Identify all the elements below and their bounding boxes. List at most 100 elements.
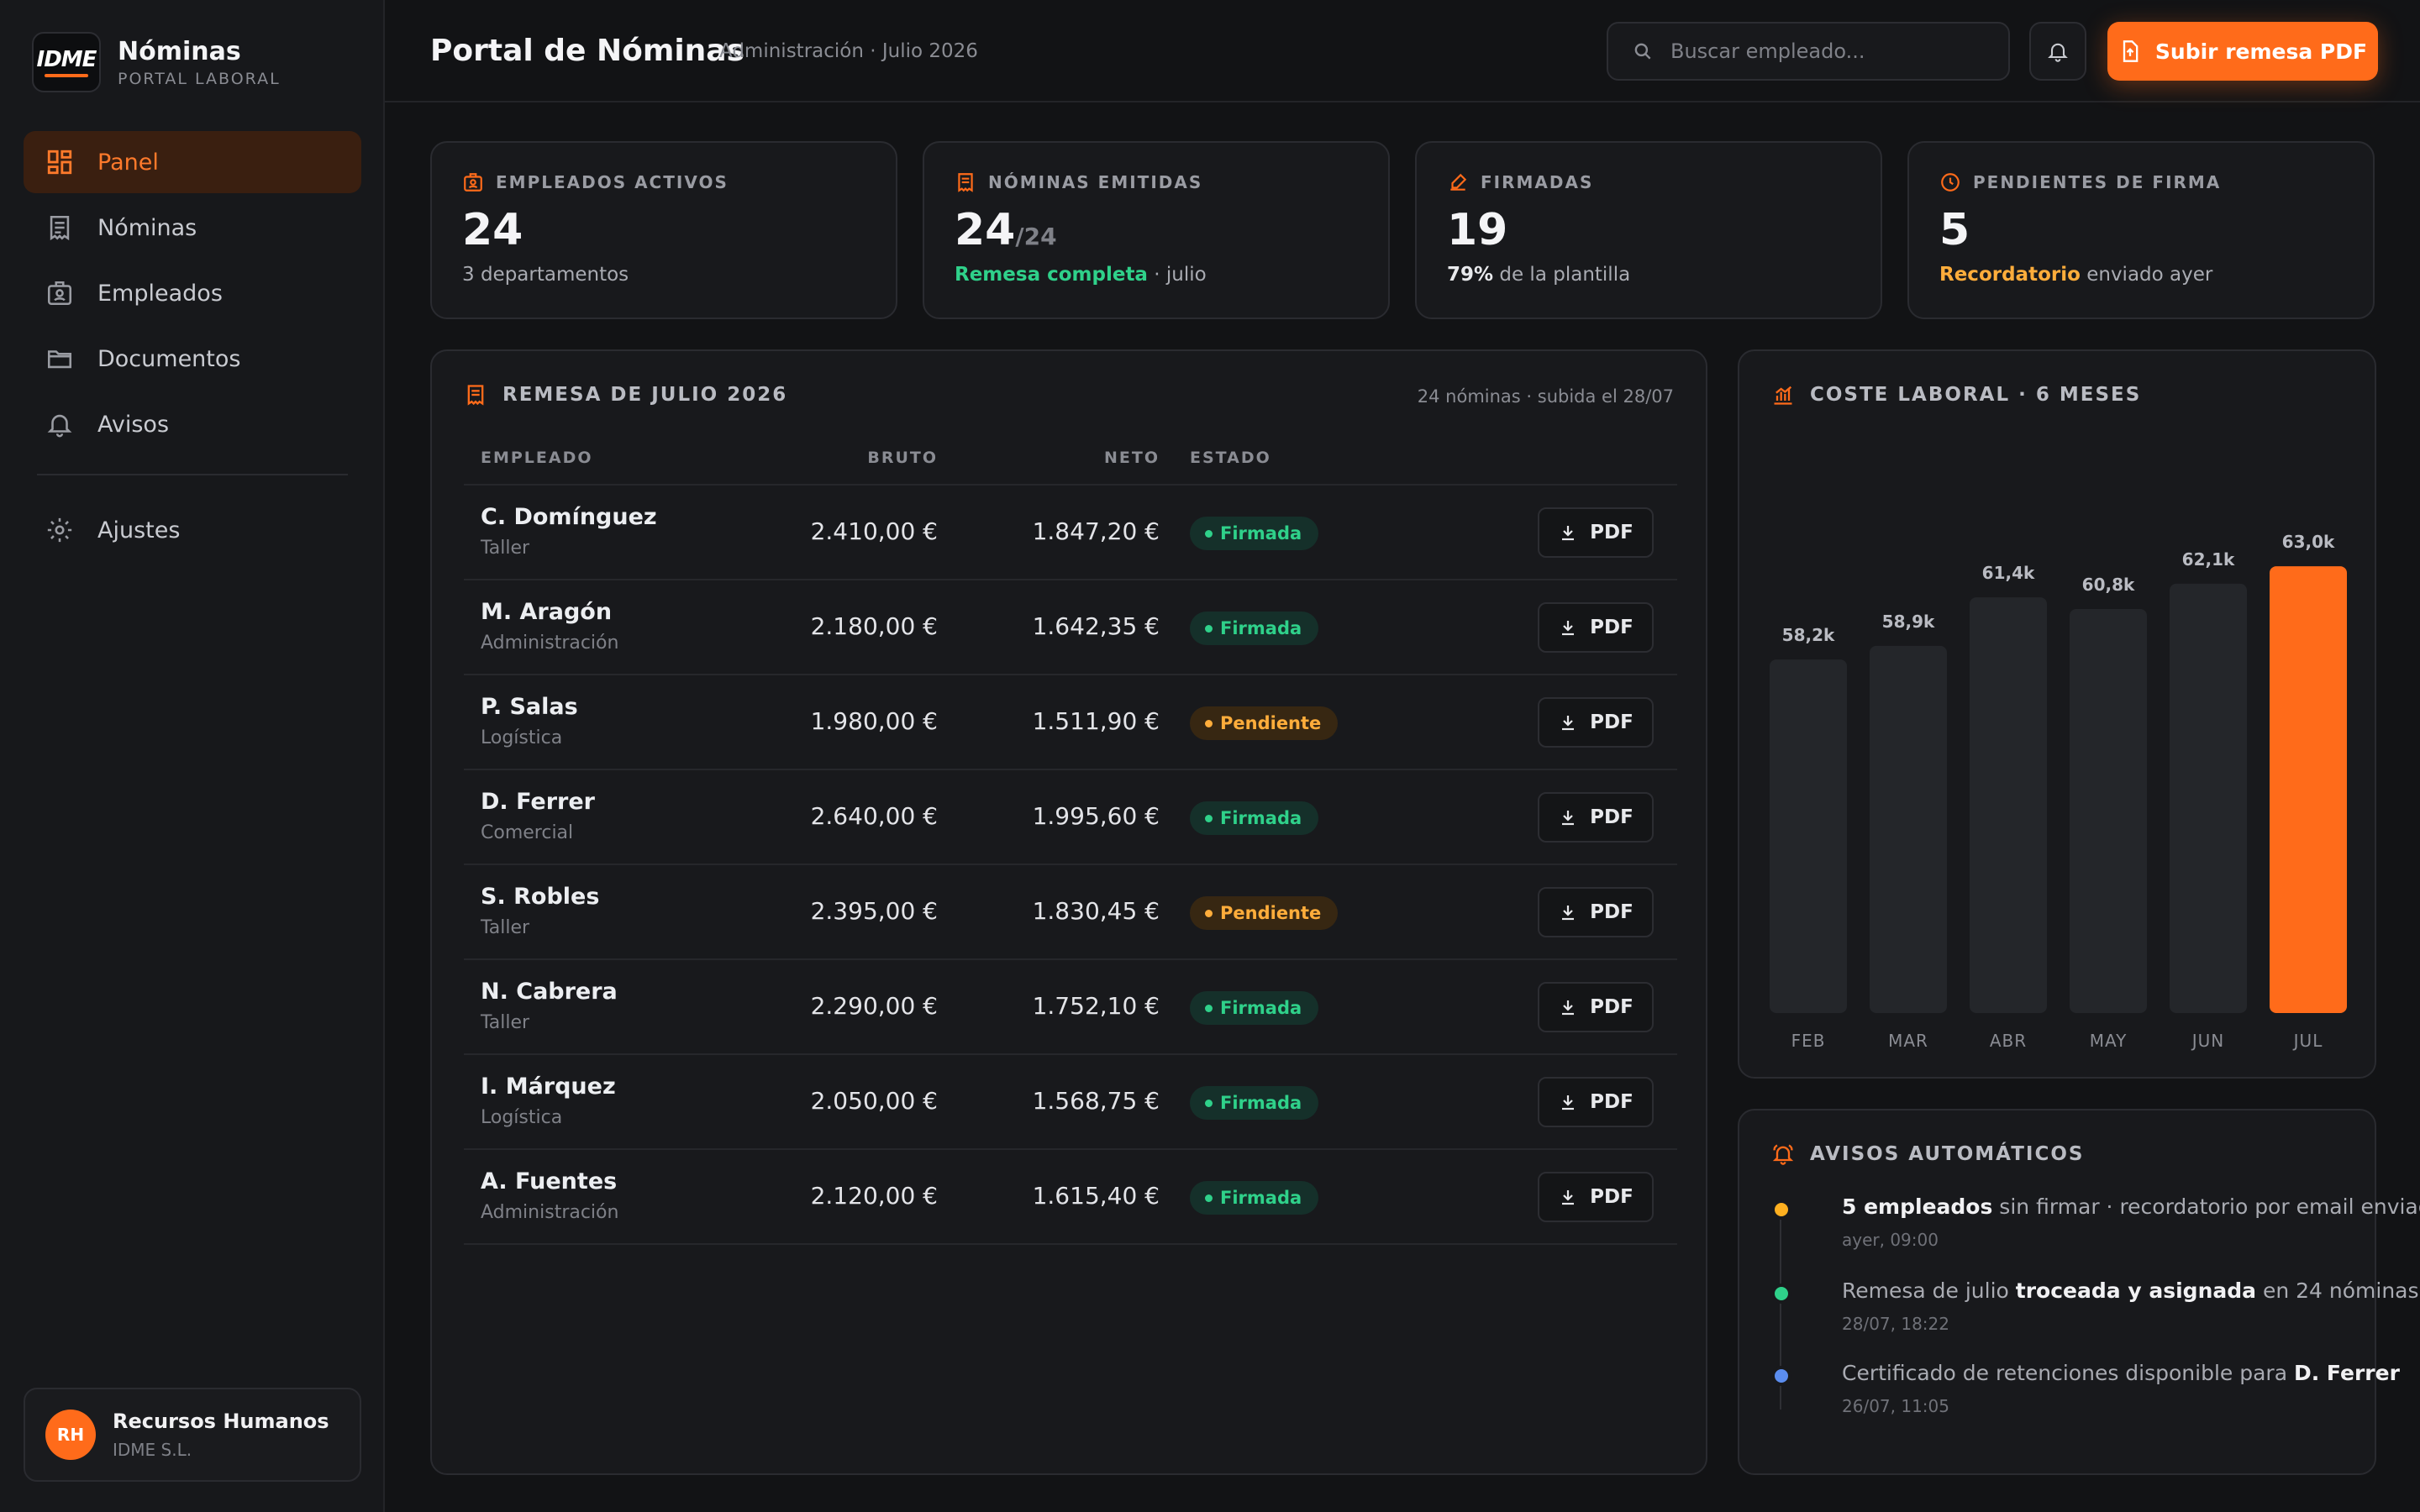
download-pdf-button[interactable]: PDF <box>1538 1077 1654 1127</box>
pdf-button-label: PDF <box>1590 1186 1634 1208</box>
auto-notices-panel: AVISOS AUTOMÁTICOS 5 empleados sin firma… <box>1738 1109 2420 1475</box>
col-estado: ESTADO <box>1190 449 1271 467</box>
table-row[interactable]: D. Ferrer Comercial 2.640,00 € 1.995,60 € Fi… <box>464 770 1677 865</box>
search-icon <box>1634 43 1651 60</box>
search-input[interactable] <box>1670 39 1990 63</box>
download-pdf-button[interactable]: PDF <box>1538 507 1654 558</box>
notice-status-dot <box>1771 1284 1791 1304</box>
table-row[interactable]: P. Salas Logística 1.980,00 € 1.511,90 € Pen… <box>464 675 1677 770</box>
avatar: RH <box>45 1410 96 1460</box>
status-badge: Firmada <box>1190 517 1319 550</box>
download-pdf-button[interactable]: PDF <box>1538 982 1654 1032</box>
clock-icon <box>1941 173 1960 192</box>
pdf-button-label: PDF <box>1590 996 1634 1018</box>
download-icon <box>1562 1000 1575 1016</box>
employee-department: Taller <box>481 1012 530 1033</box>
receipt-icon <box>958 173 973 192</box>
table-row[interactable]: C. Domínguez Taller 2.410,00 € 1.847,20 € Fi… <box>464 486 1677 580</box>
table-row[interactable]: N. Cabrera Taller 2.290,00 € 1.752,10 € Firm… <box>464 960 1677 1055</box>
download-icon <box>1562 621 1575 636</box>
sidebar-item-avisos[interactable]: Avisos <box>24 393 361 455</box>
upload-batch-button[interactable]: Subir remesa PDF <box>2107 22 2378 81</box>
chart-category-label: MAY <box>2090 1031 2128 1051</box>
table-row[interactable]: A. Fuentes Administración 2.120,00 € 1.615,… <box>464 1150 1677 1245</box>
chart-value-label: 61,4k <box>1982 563 2035 583</box>
chart-bar <box>2270 566 2347 1013</box>
page-subtitle: Administración · Julio 2026 <box>719 40 978 62</box>
net-amount: 1.752,10 € <box>1032 992 1160 1020</box>
chart-bar <box>2070 608 2147 1013</box>
employee-name: S. Robles <box>481 884 600 910</box>
employee-department: Administración <box>481 633 619 654</box>
download-pdf-button[interactable]: PDF <box>1538 887 1654 937</box>
payroll-batch-panel: REMESA DE JULIO 2026 24 nóminas · subida… <box>430 349 1707 1475</box>
table-row[interactable]: S. Robles Taller 2.395,00 € 1.830,45 € Pendi… <box>464 865 1677 960</box>
user-card[interactable]: RH Recursos Humanos IDME S.L. <box>24 1388 361 1482</box>
chart-icon <box>1774 386 1792 405</box>
chart-category-label: FEB <box>1791 1031 1826 1051</box>
kpi-sub: de la plantilla <box>1493 264 1631 286</box>
table-row[interactable]: I. Márquez Logística 2.050,00 € 1.568,75 € F… <box>464 1055 1677 1150</box>
user-name: Recursos Humanos <box>113 1410 329 1433</box>
download-pdf-button[interactable]: PDF <box>1538 602 1654 653</box>
pdf-button-label: PDF <box>1590 711 1634 733</box>
notice-text: Remesa de julio troceada y asignada en 2… <box>1842 1278 2419 1303</box>
notice-status-dot <box>1771 1200 1791 1220</box>
file-upload-icon <box>2123 40 2139 62</box>
download-pdf-button[interactable]: PDF <box>1538 792 1654 843</box>
notice-text-strong: troceada y asignada <box>2015 1278 2256 1303</box>
search-box[interactable] <box>1607 22 2010 81</box>
chart-category-label: MAR <box>1888 1031 1928 1051</box>
employee-name: M. Aragón <box>481 599 613 625</box>
gear-icon <box>47 517 72 543</box>
notice-text: 5 empleados sin firmar · recordatorio po… <box>1842 1194 2420 1219</box>
kpi-label: PENDIENTES DE FIRMA <box>1973 172 2222 192</box>
download-icon <box>1562 1190 1575 1205</box>
employee-name: N. Cabrera <box>481 979 618 1005</box>
batch-note: 24 nóminas · subida el 28/07 <box>1417 386 1674 407</box>
download-icon <box>1562 906 1575 921</box>
employee-department: Taller <box>481 538 530 559</box>
sidebar-item-documentos[interactable]: Documentos <box>24 328 361 390</box>
net-amount: 1.830,45 € <box>1032 897 1160 925</box>
chart-title: COSTE LABORAL · 6 MESES <box>1810 384 2142 406</box>
notifications-button[interactable] <box>2029 22 2086 81</box>
gross-amount: 2.050,00 € <box>810 1087 938 1115</box>
gross-amount: 2.290,00 € <box>810 992 938 1020</box>
download-icon <box>1562 1095 1575 1110</box>
status-badge: Firmada <box>1190 612 1319 645</box>
download-pdf-button[interactable]: PDF <box>1538 1172 1654 1222</box>
labor-cost-chart-panel: COSTE LABORAL · 6 MESES 58,2k FEB 58,9k MAR… <box>1738 349 2376 1079</box>
timeline-line <box>1780 1216 1781 1410</box>
kpi-label: FIRMADAS <box>1481 172 1594 192</box>
chart-bar <box>1770 659 1847 1013</box>
employee-department: Administración <box>481 1202 619 1223</box>
table-row[interactable]: M. Aragón Administración 2.180,00 € 1.642,3… <box>464 580 1677 675</box>
kpi-sub-strong: 79% <box>1447 264 1494 286</box>
gross-amount: 1.980,00 € <box>810 707 938 735</box>
col-bruto: BRUTO <box>867 449 938 467</box>
notice-time: 28/07, 18:22 <box>1842 1314 1949 1334</box>
dashboard-icon <box>47 150 72 175</box>
company-logo: IDME <box>32 32 101 92</box>
sidebar-item-label: Ajustes <box>97 517 181 543</box>
sidebar-item-label: Avisos <box>97 411 170 438</box>
kpi-value: 24 <box>955 205 1016 255</box>
sidebar-nav: Panel Nóminas Empleados Documentos Aviso… <box>24 131 361 564</box>
sidebar-item-label: Documentos <box>97 345 241 372</box>
download-pdf-button[interactable]: PDF <box>1538 697 1654 748</box>
sidebar-item-panel[interactable]: Panel <box>24 131 361 193</box>
chart-value-label: 62,1k <box>2182 549 2235 570</box>
sidebar-item-ajustes[interactable]: Ajustes <box>24 499 361 561</box>
sidebar-item-nominas[interactable]: Nóminas <box>24 197 361 259</box>
chart-value-label: 63,0k <box>2282 532 2335 552</box>
page-title: Portal de Nóminas <box>430 34 745 68</box>
kpi-label: NÓMINAS EMITIDAS <box>988 172 1203 192</box>
chart-category-label: ABR <box>1990 1031 2027 1051</box>
kpi-card-empleados: EMPLEADOS ACTIVOS 24 3 departamentos <box>430 141 897 319</box>
notice-status-dot <box>1771 1366 1791 1386</box>
kpi-card-nominas: NÓMINAS EMITIDAS 24/24 Remesa completa ·… <box>923 141 1390 319</box>
sidebar-item-empleados[interactable]: Empleados <box>24 262 361 324</box>
notice-time: ayer, 09:00 <box>1842 1230 1939 1250</box>
app-subtitle: PORTAL LABORAL <box>118 69 281 88</box>
